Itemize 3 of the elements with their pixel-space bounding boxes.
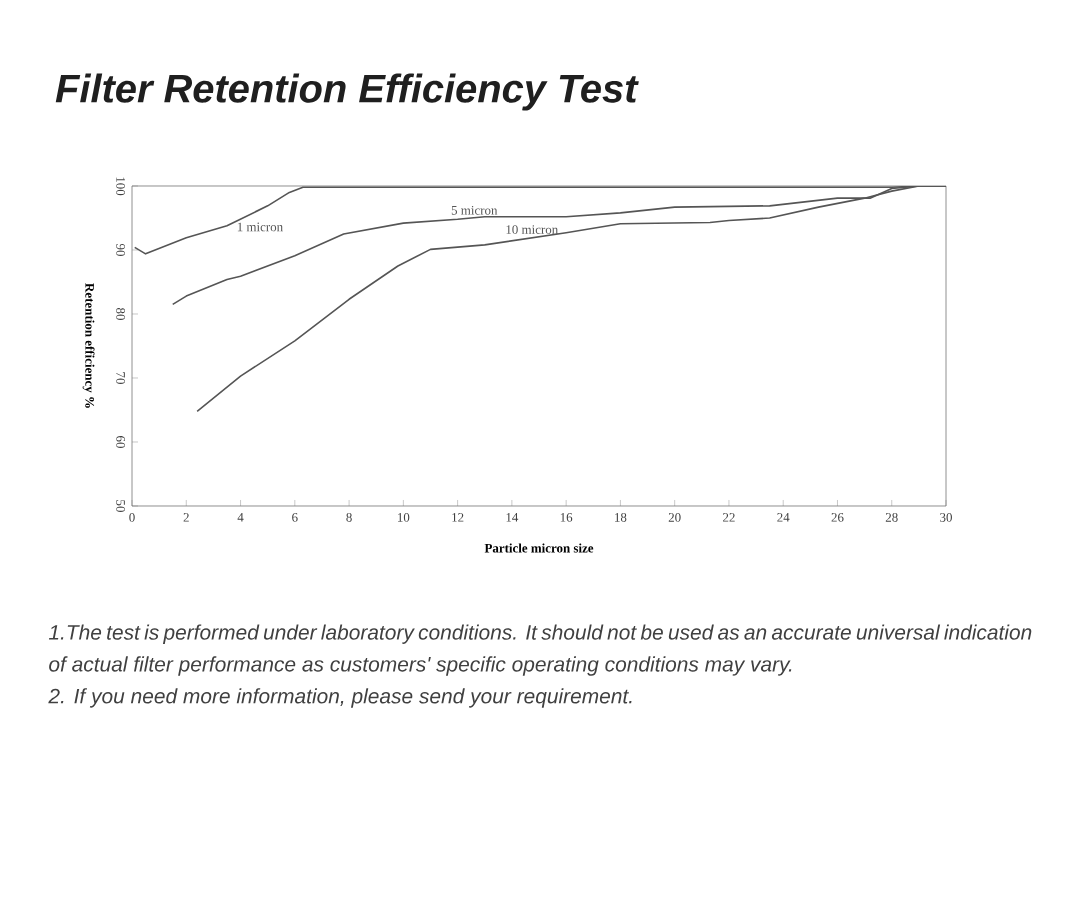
chart-title: Filter Retention Efficiency Test	[55, 73, 639, 111]
text: 2. If you need more information, please send your requirement.	[48, 688, 632, 708]
text: 1.The test is performed under laboratory conditions. It should not be used as an accurate universal indication of actual filter performance as customers' specific operating conditions may vary.	[48, 624, 1032, 676]
